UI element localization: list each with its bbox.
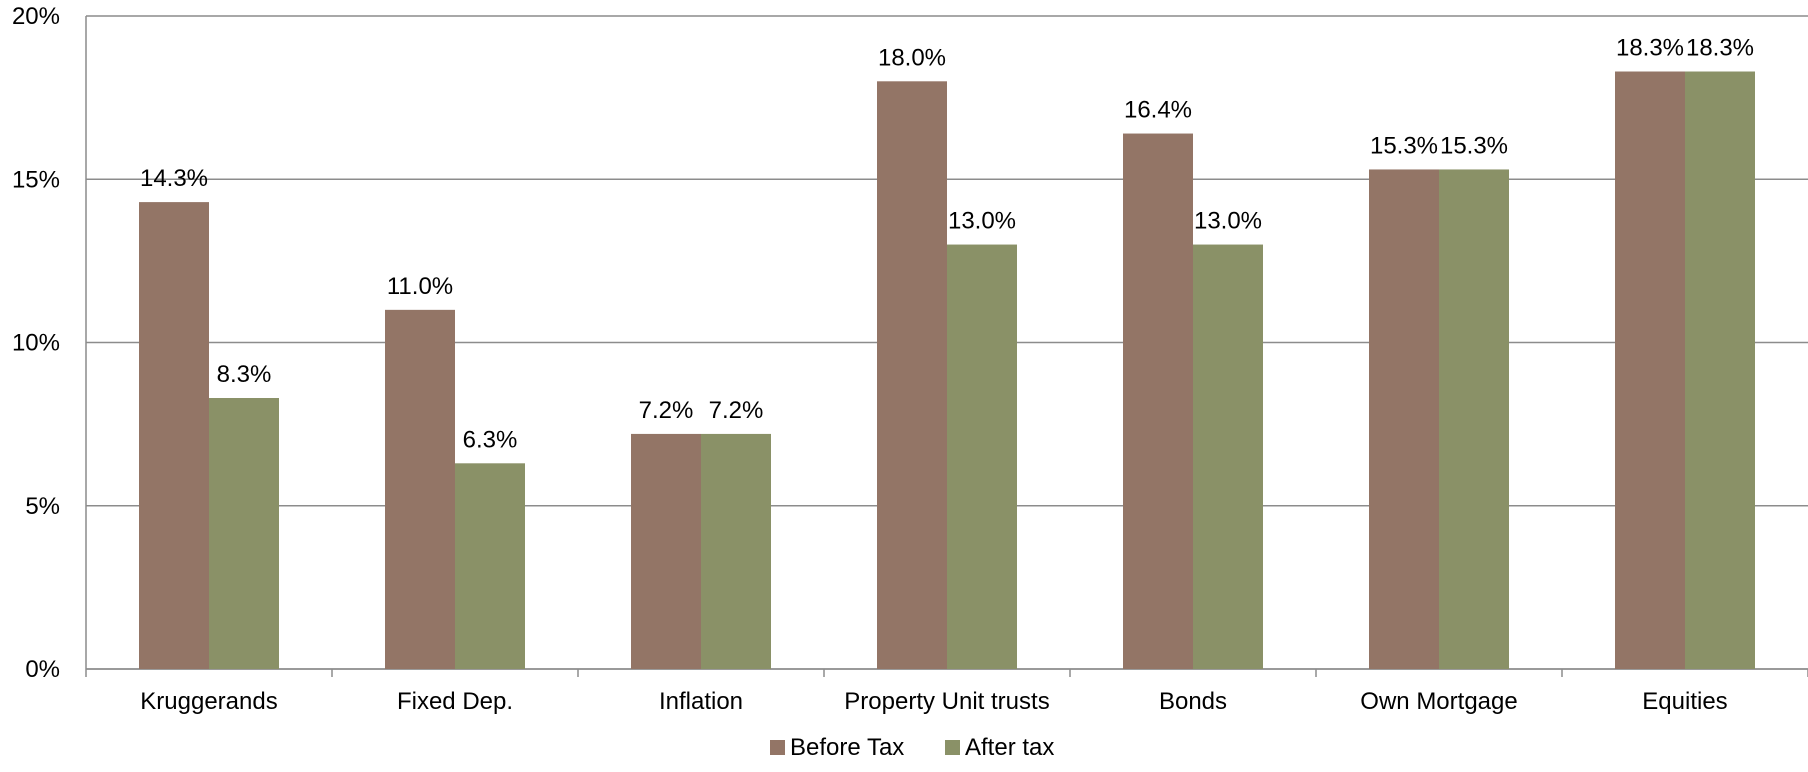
legend-swatch-before-tax — [770, 740, 785, 755]
x-tick-label: Inflation — [659, 688, 743, 715]
data-label: 13.0% — [1194, 208, 1262, 235]
x-tick-label: Kruggerands — [140, 688, 277, 715]
data-label: 14.3% — [140, 165, 208, 192]
bar-after-tax — [1439, 169, 1509, 669]
bar-after-tax — [1685, 71, 1755, 669]
data-label: 11.0% — [387, 273, 453, 300]
data-label: 15.3% — [1440, 132, 1508, 159]
data-labels: 14.3% 8.3% 11.0% 6.3% 7.2% 7.2% 18.0% 13.0% 16.4… — [140, 35, 1754, 454]
legend-label: Before Tax — [790, 734, 904, 761]
legend-swatch-after-tax — [945, 740, 960, 755]
x-tick-label: Equities — [1642, 688, 1727, 715]
y-tick-label: 0% — [25, 656, 60, 683]
bar-before-tax — [385, 309, 455, 669]
bar-after-tax — [209, 398, 279, 669]
bar-before-tax — [1615, 71, 1685, 669]
bar-before-tax — [139, 202, 209, 670]
y-tick-label: 5% — [25, 493, 60, 520]
data-label: 13.0% — [948, 208, 1016, 235]
data-label: 18.0% — [878, 44, 946, 71]
axes: 0% 5% 10% 15% 20% Kruggerands Fixed Dep. Inflat… — [12, 3, 1808, 715]
legend-label: After tax — [965, 734, 1054, 761]
bar-after-tax — [947, 244, 1017, 670]
x-tick-label: Bonds — [1159, 688, 1227, 715]
bar-before-tax — [1369, 169, 1439, 669]
data-label: 7.2% — [709, 397, 764, 424]
y-tick-label: 10% — [12, 330, 60, 357]
bar-before-tax — [877, 81, 947, 670]
data-label: 15.3% — [1370, 132, 1438, 159]
data-label: 18.3% — [1686, 35, 1754, 62]
bar-before-tax — [1123, 133, 1193, 670]
data-label: 18.3% — [1616, 35, 1684, 62]
bar-after-tax — [455, 463, 525, 669]
bar-before-tax — [631, 433, 701, 669]
y-tick-label: 15% — [12, 166, 60, 193]
y-tick-label: 20% — [12, 3, 60, 30]
data-label: 7.2% — [639, 397, 694, 424]
legend: Before Tax After tax — [770, 734, 1054, 761]
x-tick-label: Own Mortgage — [1360, 688, 1517, 715]
x-tick-label: Fixed Dep. — [397, 688, 513, 715]
data-label: 6.3% — [463, 426, 518, 453]
x-tick-label: Property Unit trusts — [844, 688, 1049, 715]
data-label: 16.4% — [1124, 97, 1192, 124]
bar-after-tax — [701, 433, 771, 669]
bar-after-tax — [1193, 244, 1263, 670]
bars — [139, 71, 1755, 670]
data-label: 8.3% — [217, 361, 272, 388]
